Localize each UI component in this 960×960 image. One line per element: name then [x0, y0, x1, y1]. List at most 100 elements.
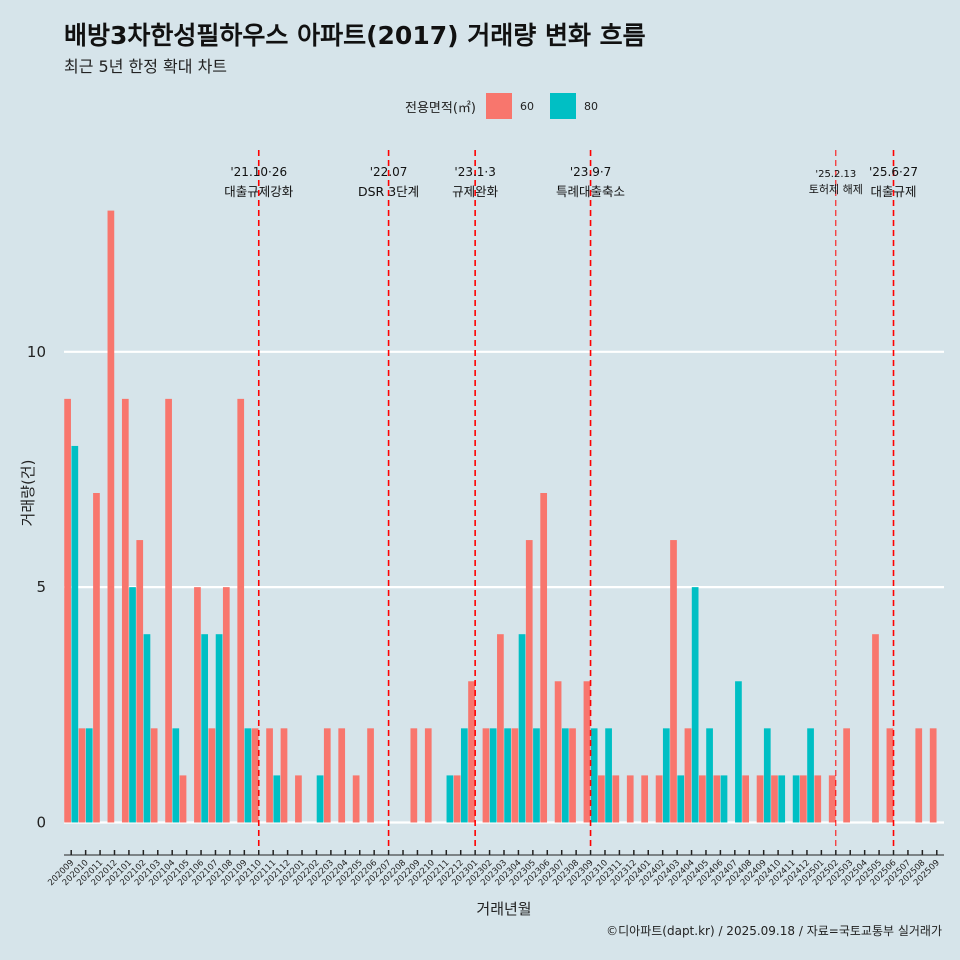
bar-60-202206: [367, 728, 374, 823]
bar-80-202402: [662, 728, 670, 823]
bar-80-202211: [446, 775, 454, 823]
bar-60-202305: [525, 540, 533, 823]
bar-80-202106: [201, 634, 209, 823]
bar-60-202410: [771, 775, 778, 823]
bar-80-202310: [605, 728, 612, 823]
bar-60-202009: [64, 398, 71, 823]
bar-60-202111: [266, 728, 273, 823]
bar-60-202311: [612, 775, 620, 823]
event-label-202506: 대출규제: [871, 184, 917, 199]
bar-80-202409: [763, 728, 771, 823]
bar-60-202107: [208, 728, 216, 823]
event-date-202110: '21.10·26: [230, 165, 287, 179]
bar-60-202308: [569, 728, 576, 823]
y-tick-label: 0: [36, 813, 46, 831]
bar-80-202307: [561, 728, 569, 823]
bar-60-202203: [323, 728, 331, 823]
bar-60-202403: [670, 540, 677, 823]
bar-60-202302: [482, 728, 490, 823]
bar-80-202010: [85, 728, 93, 823]
bar-60-202109: [237, 398, 245, 823]
event-label-202110: 대출규제강화: [224, 184, 294, 199]
bar-60-202102: [136, 540, 144, 823]
event-date-202301: '23.1·3: [454, 165, 495, 179]
event-label-202502: 토허제 해제: [809, 182, 863, 196]
bar-60-202303: [497, 634, 504, 823]
event-date-202309: '23.9·7: [570, 165, 611, 179]
y-axis-title: 거래량(건): [19, 460, 37, 527]
bar-60-202301: [468, 681, 475, 823]
bar-60-202306: [540, 493, 548, 823]
bar-60-202307: [554, 681, 562, 823]
bar-60-202201: [295, 775, 302, 823]
source-caption: ©디아파트(dapt.kr) / 2025.09.18 / 자료=국토교통부 실…: [606, 924, 942, 938]
bar-60-202210: [424, 728, 432, 823]
legend: 전용면적(㎡) 60 80: [405, 93, 614, 119]
event-label-202309: 특례대출축소: [556, 184, 625, 199]
bar-60-202501: [814, 775, 822, 823]
bar-60-202104: [165, 398, 172, 823]
bar-60-202010: [78, 728, 86, 823]
chart-subtitle: 최근 5년 한정 확대 차트: [64, 57, 228, 76]
bar-60-202506: [886, 728, 894, 823]
bar-60-202312: [626, 775, 634, 823]
bar-60-202304: [511, 728, 519, 823]
bar-60-202503: [843, 728, 850, 823]
bar-80-202403: [677, 775, 685, 823]
chart-title: 배방3차한성필하우스 아파트(2017) 거래량 변화 흐름: [64, 21, 646, 50]
bar-80-202412: [807, 728, 814, 823]
bar-60-202409: [756, 775, 764, 823]
legend-label-60: 60: [519, 99, 534, 113]
bar-80-202303: [504, 728, 511, 823]
legend-title: 전용면적(㎡): [405, 100, 476, 116]
bar-80-202405: [706, 728, 713, 823]
bar-80-202406: [720, 775, 728, 823]
bar-60-202101: [121, 398, 129, 823]
bar-60-202103: [150, 728, 158, 823]
bar-60-202112: [280, 728, 288, 823]
bar-60-202405: [699, 775, 706, 823]
bar-60-202212: [453, 775, 461, 823]
bar-60-202404: [684, 728, 692, 823]
legend-key-80: [549, 93, 576, 119]
bar-80-202302: [489, 728, 497, 823]
y-tick-label: 5: [36, 578, 46, 596]
event-date-202502: '25.2.13: [815, 169, 856, 180]
bar-60-202209: [410, 728, 418, 823]
bar-60-202406: [713, 775, 721, 823]
bar-60-202012: [107, 210, 115, 823]
bar-80-202101: [129, 587, 136, 823]
bar-60-202105: [179, 775, 187, 823]
bar-80-202410: [778, 775, 786, 823]
bar-60-202502: [828, 775, 836, 823]
bar-80-202111: [273, 775, 281, 823]
x-axis-title: 거래년월: [476, 900, 531, 918]
y-tick-label: 10: [27, 343, 46, 361]
bar-80-202404: [691, 587, 699, 823]
bar-80-202407: [735, 681, 742, 823]
event-date-202207: '22.07: [370, 165, 408, 179]
bar-60-202011: [93, 493, 100, 823]
bar-60-202509: [929, 728, 937, 823]
bar-60-202205: [352, 775, 360, 823]
bar-80-202305: [533, 728, 540, 823]
bar-60-202412: [799, 775, 807, 823]
legend-key-60: [485, 93, 512, 119]
bar-80-202009: [71, 445, 79, 823]
bar-60-202110: [251, 728, 259, 823]
bar-80-202107: [215, 634, 223, 823]
bar-80-202212: [460, 728, 468, 823]
legend-label-80: 80: [583, 99, 598, 113]
event-label-202207: DSR 3단계: [358, 184, 419, 199]
event-label-202301: 규제완화: [452, 184, 499, 199]
bar-60-202310: [598, 775, 605, 823]
bar-80-202411: [792, 775, 800, 823]
bar-60-202309: [583, 681, 591, 823]
bar-80-202202: [316, 775, 324, 823]
bar-60-202204: [338, 728, 346, 823]
bar-60-202108: [222, 587, 230, 823]
bar-60-202106: [194, 587, 201, 823]
bar-80-202109: [244, 728, 252, 823]
bar-60-202505: [872, 634, 879, 823]
